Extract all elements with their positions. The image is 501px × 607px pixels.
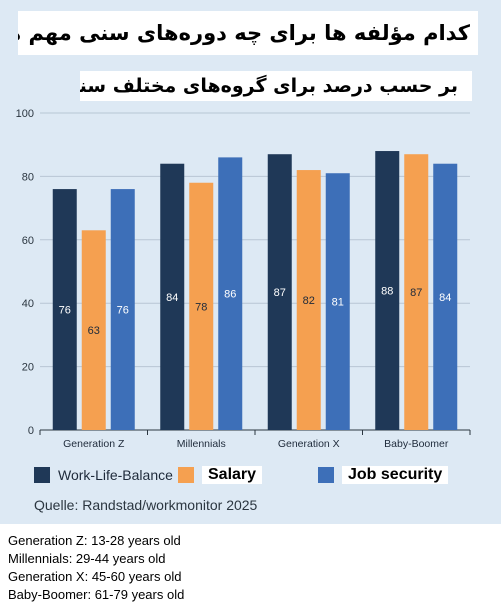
x-tick-label: Millennials: [177, 438, 226, 450]
legend-label: Work-Life-Balance: [58, 467, 173, 483]
x-tick-label: Generation Z: [63, 438, 125, 450]
y-tick-label: 20: [22, 362, 34, 374]
data-label: 87: [274, 287, 286, 299]
data-label: 84: [166, 292, 178, 304]
data-label: 82: [303, 295, 315, 307]
age-range-notes: Generation Z: 13-28 years old Millennial…: [8, 532, 184, 604]
bar: [296, 170, 321, 430]
bar: [189, 182, 214, 430]
chart-panel: کدام مؤلفه ها برای چه دوره‌های سنی مهم ه…: [0, 0, 501, 524]
bar: [81, 230, 106, 430]
note-line: Generation X: 45-60 years old: [8, 569, 182, 584]
legend-item-salary: Salary: [178, 465, 263, 485]
legend-item-job-security: Job security: [318, 465, 449, 485]
data-label: 76: [117, 305, 129, 317]
y-tick-label: 60: [22, 235, 34, 247]
bar-chart: 0 20 40 60 80 100 76 63 76 Generation Z 84 78 86 Mill…: [16, 108, 471, 450]
data-label: 84: [439, 292, 451, 304]
note-line: Baby-Boomer: 61-79 years old: [8, 587, 185, 602]
y-tick-label: 0: [28, 425, 34, 437]
bar: [110, 189, 135, 430]
data-label: 81: [332, 297, 344, 309]
note-line: Generation Z: 13-28 years old: [8, 533, 181, 548]
data-label: 63: [88, 325, 100, 337]
bar: [375, 151, 400, 431]
legend-label: Salary: [202, 466, 263, 484]
data-label: 87: [410, 287, 422, 299]
chart-subtitle: بر حسب درصد برای گروه‌های مختلف سنی: [80, 71, 472, 101]
data-label: 86: [224, 289, 236, 301]
bar: [218, 157, 243, 430]
bar: [160, 163, 185, 430]
chart-title: کدام مؤلفه ها برای چه دوره‌های سنی مهم ه…: [18, 11, 478, 55]
legend-item-work-life-balance: Work-Life-Balance: [34, 465, 173, 485]
bar: [404, 154, 429, 430]
note-line: Millennials: 29-44 years old: [8, 551, 166, 566]
y-tick-label: 100: [16, 108, 34, 120]
x-tick-label: Baby-Boomer: [384, 438, 449, 450]
data-label: 76: [59, 305, 71, 317]
source-note: Quelle: Randstad/workmonitor 2025: [34, 497, 258, 513]
legend-swatch: [178, 467, 194, 483]
bar: [325, 173, 350, 431]
bar: [267, 154, 292, 430]
legend-swatch: [318, 467, 334, 483]
data-label: 78: [195, 301, 207, 313]
bar: [52, 189, 77, 430]
bar: [433, 163, 458, 430]
y-tick-label: 80: [22, 171, 34, 183]
y-tick-label: 40: [22, 298, 34, 310]
data-label: 88: [381, 286, 393, 298]
legend-label: Job security: [342, 466, 449, 484]
legend-swatch: [34, 467, 50, 483]
x-tick-label: Generation X: [278, 438, 340, 450]
